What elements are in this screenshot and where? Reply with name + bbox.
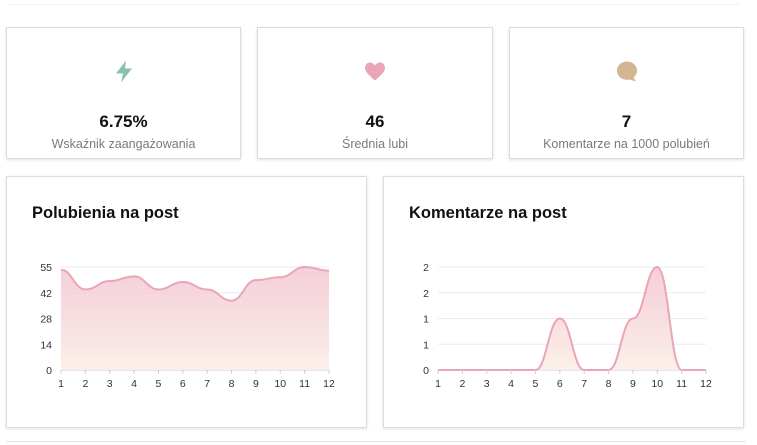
series-area <box>61 267 329 370</box>
x-tick-label: 7 <box>204 378 210 390</box>
stat-label: Komentarze na 1000 polubień <box>543 137 710 151</box>
lightning-bolt-icon <box>113 60 135 89</box>
stat-card-average-likes: 46 Średnia lubi <box>257 27 493 159</box>
x-tick-label: 11 <box>299 378 310 390</box>
x-tick-label: 10 <box>274 378 286 390</box>
x-tick-label: 9 <box>253 378 259 390</box>
x-tick-label: 4 <box>131 378 137 390</box>
y-tick-label: 1 <box>423 339 429 351</box>
x-tick-label: 5 <box>156 378 162 390</box>
x-tick-label: 8 <box>606 378 612 390</box>
speech-bubble-icon <box>616 61 638 88</box>
chart-title: Komentarze na post <box>409 204 567 222</box>
x-tick-label: 1 <box>58 378 64 390</box>
x-tick-label: 7 <box>581 378 587 390</box>
stat-value: 6.75% <box>99 112 148 131</box>
y-tick-label: 2 <box>423 262 429 274</box>
chart-card-comments-per-post: Komentarze na post 0 1 1 2 2 1 2 3 4 5 6 7 8 9 10 11 12 <box>383 176 744 428</box>
y-tick-label: 2 <box>423 288 429 300</box>
x-tick-label: 5 <box>533 378 539 390</box>
x-tick-label: 3 <box>484 378 490 390</box>
bottom-divider <box>6 441 746 442</box>
stat-value: 46 <box>365 112 385 131</box>
x-tick-label: 12 <box>700 378 712 390</box>
x-tick-label: 3 <box>107 378 113 390</box>
top-divider <box>10 4 740 5</box>
y-tick-label: 0 <box>46 365 52 377</box>
x-tick-label: 2 <box>459 378 465 390</box>
chart-card-likes-per-post: Polubienia na post 0 14 28 42 55 1 2 3 4 5 6 7 8 9 10 1… <box>6 176 367 428</box>
y-tick-label: 14 <box>40 339 52 351</box>
stat-label: Średnia lubi <box>341 137 408 151</box>
y-tick-label: 0 <box>423 365 429 377</box>
x-tick-label: 8 <box>229 378 235 390</box>
x-tick-label: 12 <box>323 378 335 390</box>
y-tick-label: 1 <box>423 314 429 326</box>
series-line <box>60 265 330 302</box>
x-tick-label: 10 <box>651 378 663 390</box>
x-tick-label: 1 <box>435 378 441 390</box>
x-tick-label: 4 <box>508 378 514 390</box>
x-tick-label: 2 <box>82 378 88 390</box>
stat-card-comments-per-1000: 7 Komentarze na 1000 polubień <box>509 27 744 159</box>
y-tick-label: 55 <box>40 262 52 274</box>
y-tick-label: 28 <box>40 314 52 326</box>
stat-card-engagement: 6.75% Wskaźnik zaangażowania <box>6 27 241 159</box>
y-tick-label: 42 <box>40 288 52 300</box>
x-tick-label: 11 <box>676 378 687 390</box>
heart-icon <box>364 62 386 87</box>
x-tick-label: 9 <box>630 378 636 390</box>
x-tick-label: 6 <box>557 378 563 390</box>
chart-title: Polubienia na post <box>32 204 179 222</box>
series-area <box>438 267 706 370</box>
stat-label: Wskaźnik zaangażowania <box>51 137 196 151</box>
stat-value: 7 <box>621 112 632 131</box>
x-tick-label: 6 <box>180 378 186 390</box>
